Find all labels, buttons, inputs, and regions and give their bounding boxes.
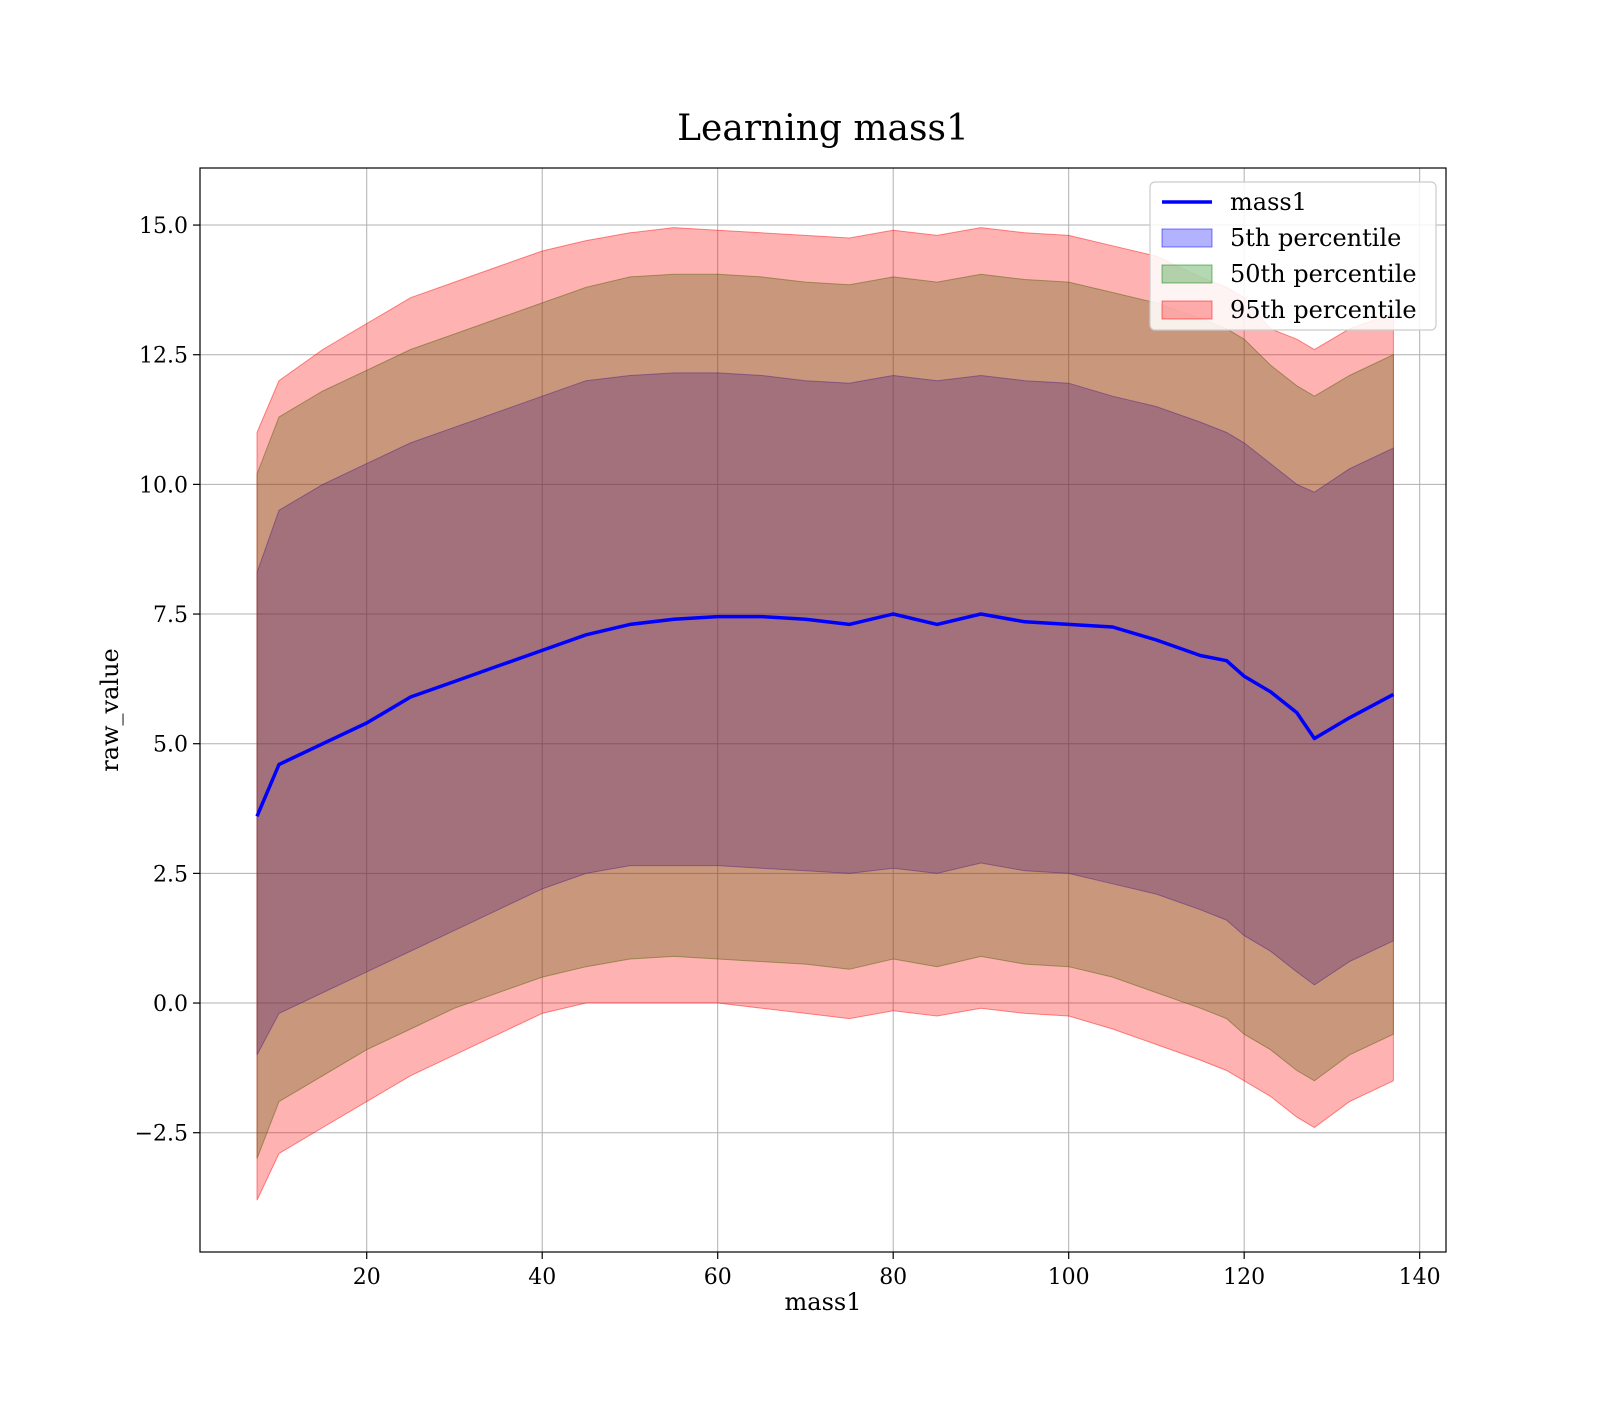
y-tick-label: 10.0 — [139, 473, 188, 498]
y-tick-label: 5.0 — [153, 733, 188, 758]
plot-area-frame — [199, 167, 1447, 1253]
legend-label: 5th percentile — [1230, 224, 1401, 252]
percentile-bands — [256, 227, 1394, 1201]
band-95th-percentile — [256, 227, 1394, 1201]
y-axis-label: raw_value — [96, 648, 124, 772]
legend-label: 95th percentile — [1230, 296, 1417, 324]
x-tick-label: 20 — [353, 1265, 381, 1290]
x-tick-label: 60 — [704, 1265, 732, 1290]
y-tick-label: −2.5 — [135, 1122, 188, 1147]
x-tick-label: 80 — [879, 1265, 907, 1290]
legend-label: mass1 — [1230, 188, 1307, 216]
legend-swatch-band — [1161, 264, 1213, 284]
y-tick-label: 0.0 — [153, 992, 188, 1017]
band-50th-percentile — [256, 273, 1394, 1159]
x-tick-label: 140 — [1399, 1265, 1441, 1290]
y-tick-label: 7.5 — [153, 603, 188, 628]
y-tick-label: 2.5 — [153, 862, 188, 887]
series-line-mass1 — [255, 612, 1395, 817]
x-axis-ticks: 20 40 60 80 100 120 140 — [353, 1252, 1441, 1290]
y-axis-ticks: −2.5 0.0 2.5 5.0 7.5 10.0 12.5 15.0 — [135, 214, 200, 1147]
chart-title: Learning mass1 — [677, 108, 969, 149]
x-tick-label: 40 — [528, 1265, 556, 1290]
x-tick-label: 120 — [1223, 1265, 1265, 1290]
legend-box — [1149, 181, 1437, 331]
y-tick-label: 12.5 — [139, 344, 188, 369]
y-tick-label: 15.0 — [139, 214, 188, 239]
legend-swatch-band — [1161, 300, 1213, 320]
x-tick-label: 100 — [1048, 1265, 1090, 1290]
grid-lines — [200, 168, 1446, 1252]
legend-label: 50th percentile — [1230, 260, 1417, 288]
legend: mass1 5th percentile 50th percentile 95th p… — [1149, 181, 1437, 331]
series-lines — [255, 612, 1395, 817]
x-axis-label: mass1 — [785, 1288, 862, 1316]
band-5th-percentile — [256, 372, 1394, 1056]
legend-swatch-band — [1161, 228, 1213, 248]
